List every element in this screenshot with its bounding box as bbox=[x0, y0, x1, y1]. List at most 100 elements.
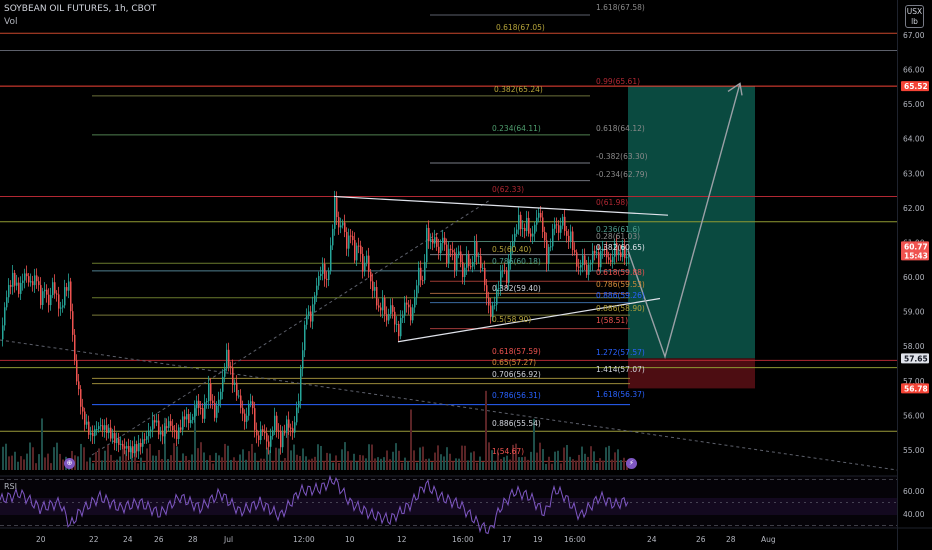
volume-bar bbox=[413, 450, 415, 470]
candle-body bbox=[370, 271, 372, 282]
volume-bar bbox=[581, 446, 583, 470]
candle-body bbox=[428, 227, 430, 242]
candle-body bbox=[608, 257, 610, 260]
candle-body bbox=[132, 446, 134, 454]
volume-bar bbox=[167, 459, 169, 470]
volume-bar bbox=[401, 462, 403, 470]
candle-body bbox=[154, 420, 156, 423]
volume-bar bbox=[251, 443, 253, 470]
time-tick-label: 26 bbox=[154, 535, 164, 544]
unit-badge[interactable]: USX lb bbox=[905, 5, 924, 28]
volume-bar bbox=[620, 460, 622, 470]
candle-body bbox=[262, 429, 264, 432]
fib-level-label: 0.886(59.26) bbox=[596, 291, 645, 300]
volume-bar bbox=[59, 453, 61, 470]
candle-body bbox=[346, 231, 348, 249]
candle-body bbox=[612, 256, 614, 263]
volume-bar bbox=[593, 451, 595, 470]
volume-bar bbox=[569, 456, 571, 470]
price-tick-label: 66.00 bbox=[903, 66, 925, 75]
volume-bar bbox=[482, 462, 484, 470]
volume-bar bbox=[575, 460, 577, 470]
volume-bar bbox=[8, 456, 10, 470]
volume-bar bbox=[512, 444, 514, 470]
candle-body bbox=[540, 212, 542, 218]
candle-body bbox=[356, 245, 358, 261]
volume-bar bbox=[299, 456, 301, 470]
candle-body bbox=[80, 389, 82, 407]
fib-level-label: 0.618(59.88) bbox=[596, 268, 645, 277]
candle-body bbox=[348, 235, 350, 249]
volume-bar bbox=[164, 417, 166, 470]
candle-body bbox=[196, 400, 198, 409]
candle-body bbox=[410, 307, 412, 321]
candle-body bbox=[136, 444, 138, 452]
candle-body bbox=[86, 421, 88, 425]
volume-bar bbox=[407, 461, 409, 470]
candle-body bbox=[528, 217, 530, 234]
candle-body bbox=[122, 443, 124, 447]
candle-body bbox=[236, 382, 238, 396]
volume-bar bbox=[53, 447, 55, 470]
candle-body bbox=[170, 421, 172, 426]
candle-body bbox=[280, 430, 282, 448]
volume-bar bbox=[161, 458, 163, 470]
candle-body bbox=[24, 273, 26, 281]
fib-level-label: 0.99(65.61) bbox=[596, 77, 640, 86]
fib-level-label: 0.5(60.40) bbox=[492, 245, 531, 254]
price-tick-label: 55.00 bbox=[903, 446, 925, 455]
candle-body bbox=[416, 285, 418, 298]
volume-bar bbox=[503, 457, 505, 470]
candle-body bbox=[426, 227, 428, 263]
symbol-title[interactable]: SOYBEAN OIL FUTURES, 1h, CBOT bbox=[4, 4, 157, 14]
candle-body bbox=[210, 383, 212, 401]
volume-bar bbox=[188, 460, 190, 470]
candle-body bbox=[308, 311, 310, 316]
rsi-legend[interactable]: RSI bbox=[4, 482, 17, 491]
candle-body bbox=[202, 408, 204, 419]
candle-body bbox=[168, 421, 170, 428]
volume-bar bbox=[119, 456, 121, 470]
volume-bar bbox=[338, 462, 340, 470]
event-marker-right-icon[interactable]: ⚡ bbox=[626, 458, 637, 469]
volume-bar bbox=[497, 452, 499, 470]
candle-body bbox=[246, 415, 248, 422]
candle-body bbox=[492, 305, 494, 318]
candle-body bbox=[594, 250, 596, 254]
candle-body bbox=[596, 252, 598, 254]
candle-body bbox=[60, 307, 62, 309]
volume-bar bbox=[446, 447, 448, 470]
fib-level-label: 0.382(59.40) bbox=[492, 284, 541, 293]
volume-bar bbox=[29, 442, 31, 470]
candle-body bbox=[76, 360, 78, 382]
volume-bar bbox=[404, 457, 406, 470]
candle-body bbox=[482, 267, 484, 269]
candle-body bbox=[128, 445, 130, 453]
event-marker-left-icon[interactable]: ⊕ bbox=[64, 458, 75, 469]
time-tick-label: Jul bbox=[223, 535, 233, 544]
volume-bar bbox=[149, 443, 151, 470]
volume-bar bbox=[134, 450, 136, 470]
candle-body bbox=[474, 241, 476, 263]
volume-bar bbox=[239, 454, 241, 470]
volume-bar bbox=[143, 462, 145, 470]
volume-bar bbox=[578, 454, 580, 470]
currency-label: USX bbox=[906, 7, 923, 16]
chart-header: SOYBEAN OIL FUTURES, 1h, CBOT Vol bbox=[4, 4, 156, 27]
volume-bar bbox=[200, 442, 202, 470]
candle-body bbox=[568, 235, 570, 242]
candle-body bbox=[232, 367, 234, 385]
candle-body bbox=[212, 400, 214, 403]
volume-bar bbox=[473, 451, 475, 470]
candle-body bbox=[254, 408, 256, 430]
candle-body bbox=[406, 302, 408, 305]
volume-bar bbox=[275, 447, 277, 470]
fib-level-label: 0.236(61.6) bbox=[596, 225, 640, 234]
volume-legend[interactable]: Vol bbox=[4, 17, 18, 27]
candle-body bbox=[458, 251, 460, 256]
fib-level-label: -0.382(63.30) bbox=[596, 152, 648, 161]
candle-body bbox=[102, 425, 104, 430]
volume-bar bbox=[539, 442, 541, 470]
volume-bar bbox=[263, 458, 265, 470]
